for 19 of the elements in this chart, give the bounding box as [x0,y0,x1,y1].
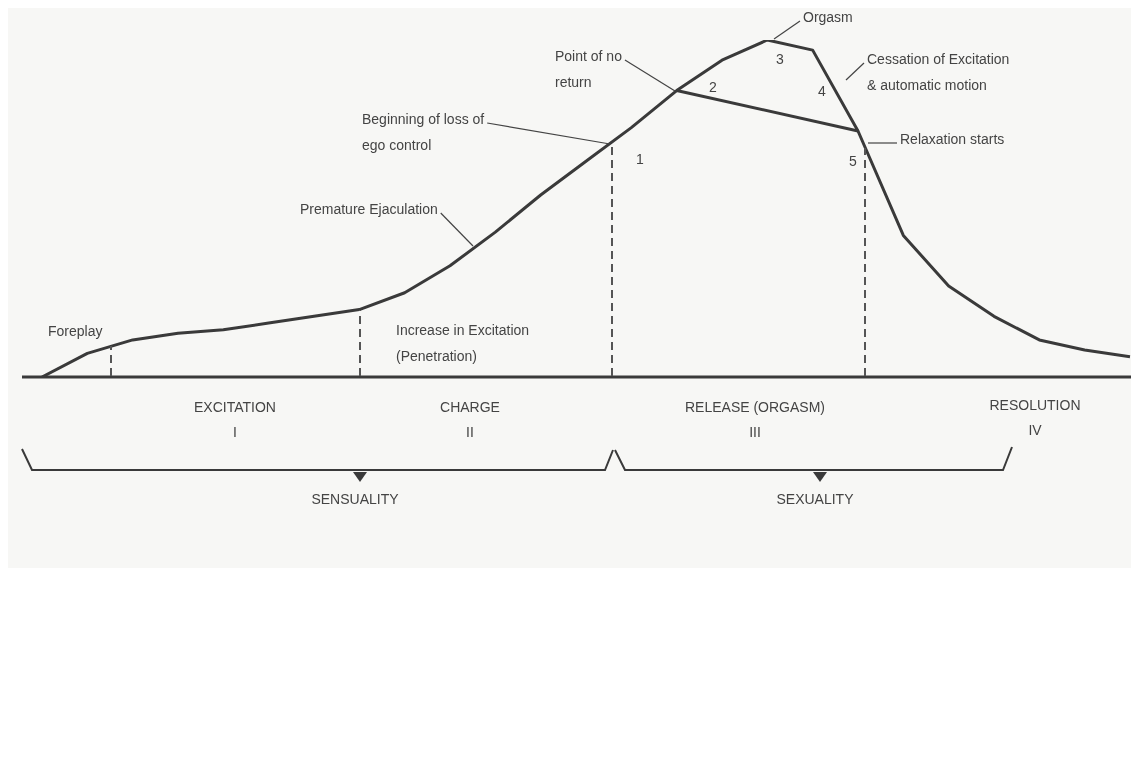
text: Orgasm [803,8,853,25]
annotation: 1 [636,150,645,167]
annotation: Relaxation starts [900,130,1005,147]
annotation: Beginning of loss of ego control [362,110,485,153]
text: SENSUALITY [311,490,400,507]
text: RESOLUTION IV [989,396,1081,438]
annotation: 2 [709,78,718,95]
annotation: 3 [776,50,785,67]
annotation: 4 [818,82,827,99]
annotation: Increase in Excitation (Penetration) [396,321,530,364]
text: CHARGE II [440,398,500,440]
text: RELEASE (ORGASM) III [684,398,826,440]
annotation: Premature Ejaculation [300,200,438,217]
text: SEXUALITY [776,490,855,507]
annotation: Point of no return [555,47,623,90]
text: EXCITATION I [194,398,276,440]
annotation: Foreplay [48,322,103,339]
annotation: 5 [849,152,858,169]
annotation: Cessation of Excitation & automatic motion [867,50,1010,93]
